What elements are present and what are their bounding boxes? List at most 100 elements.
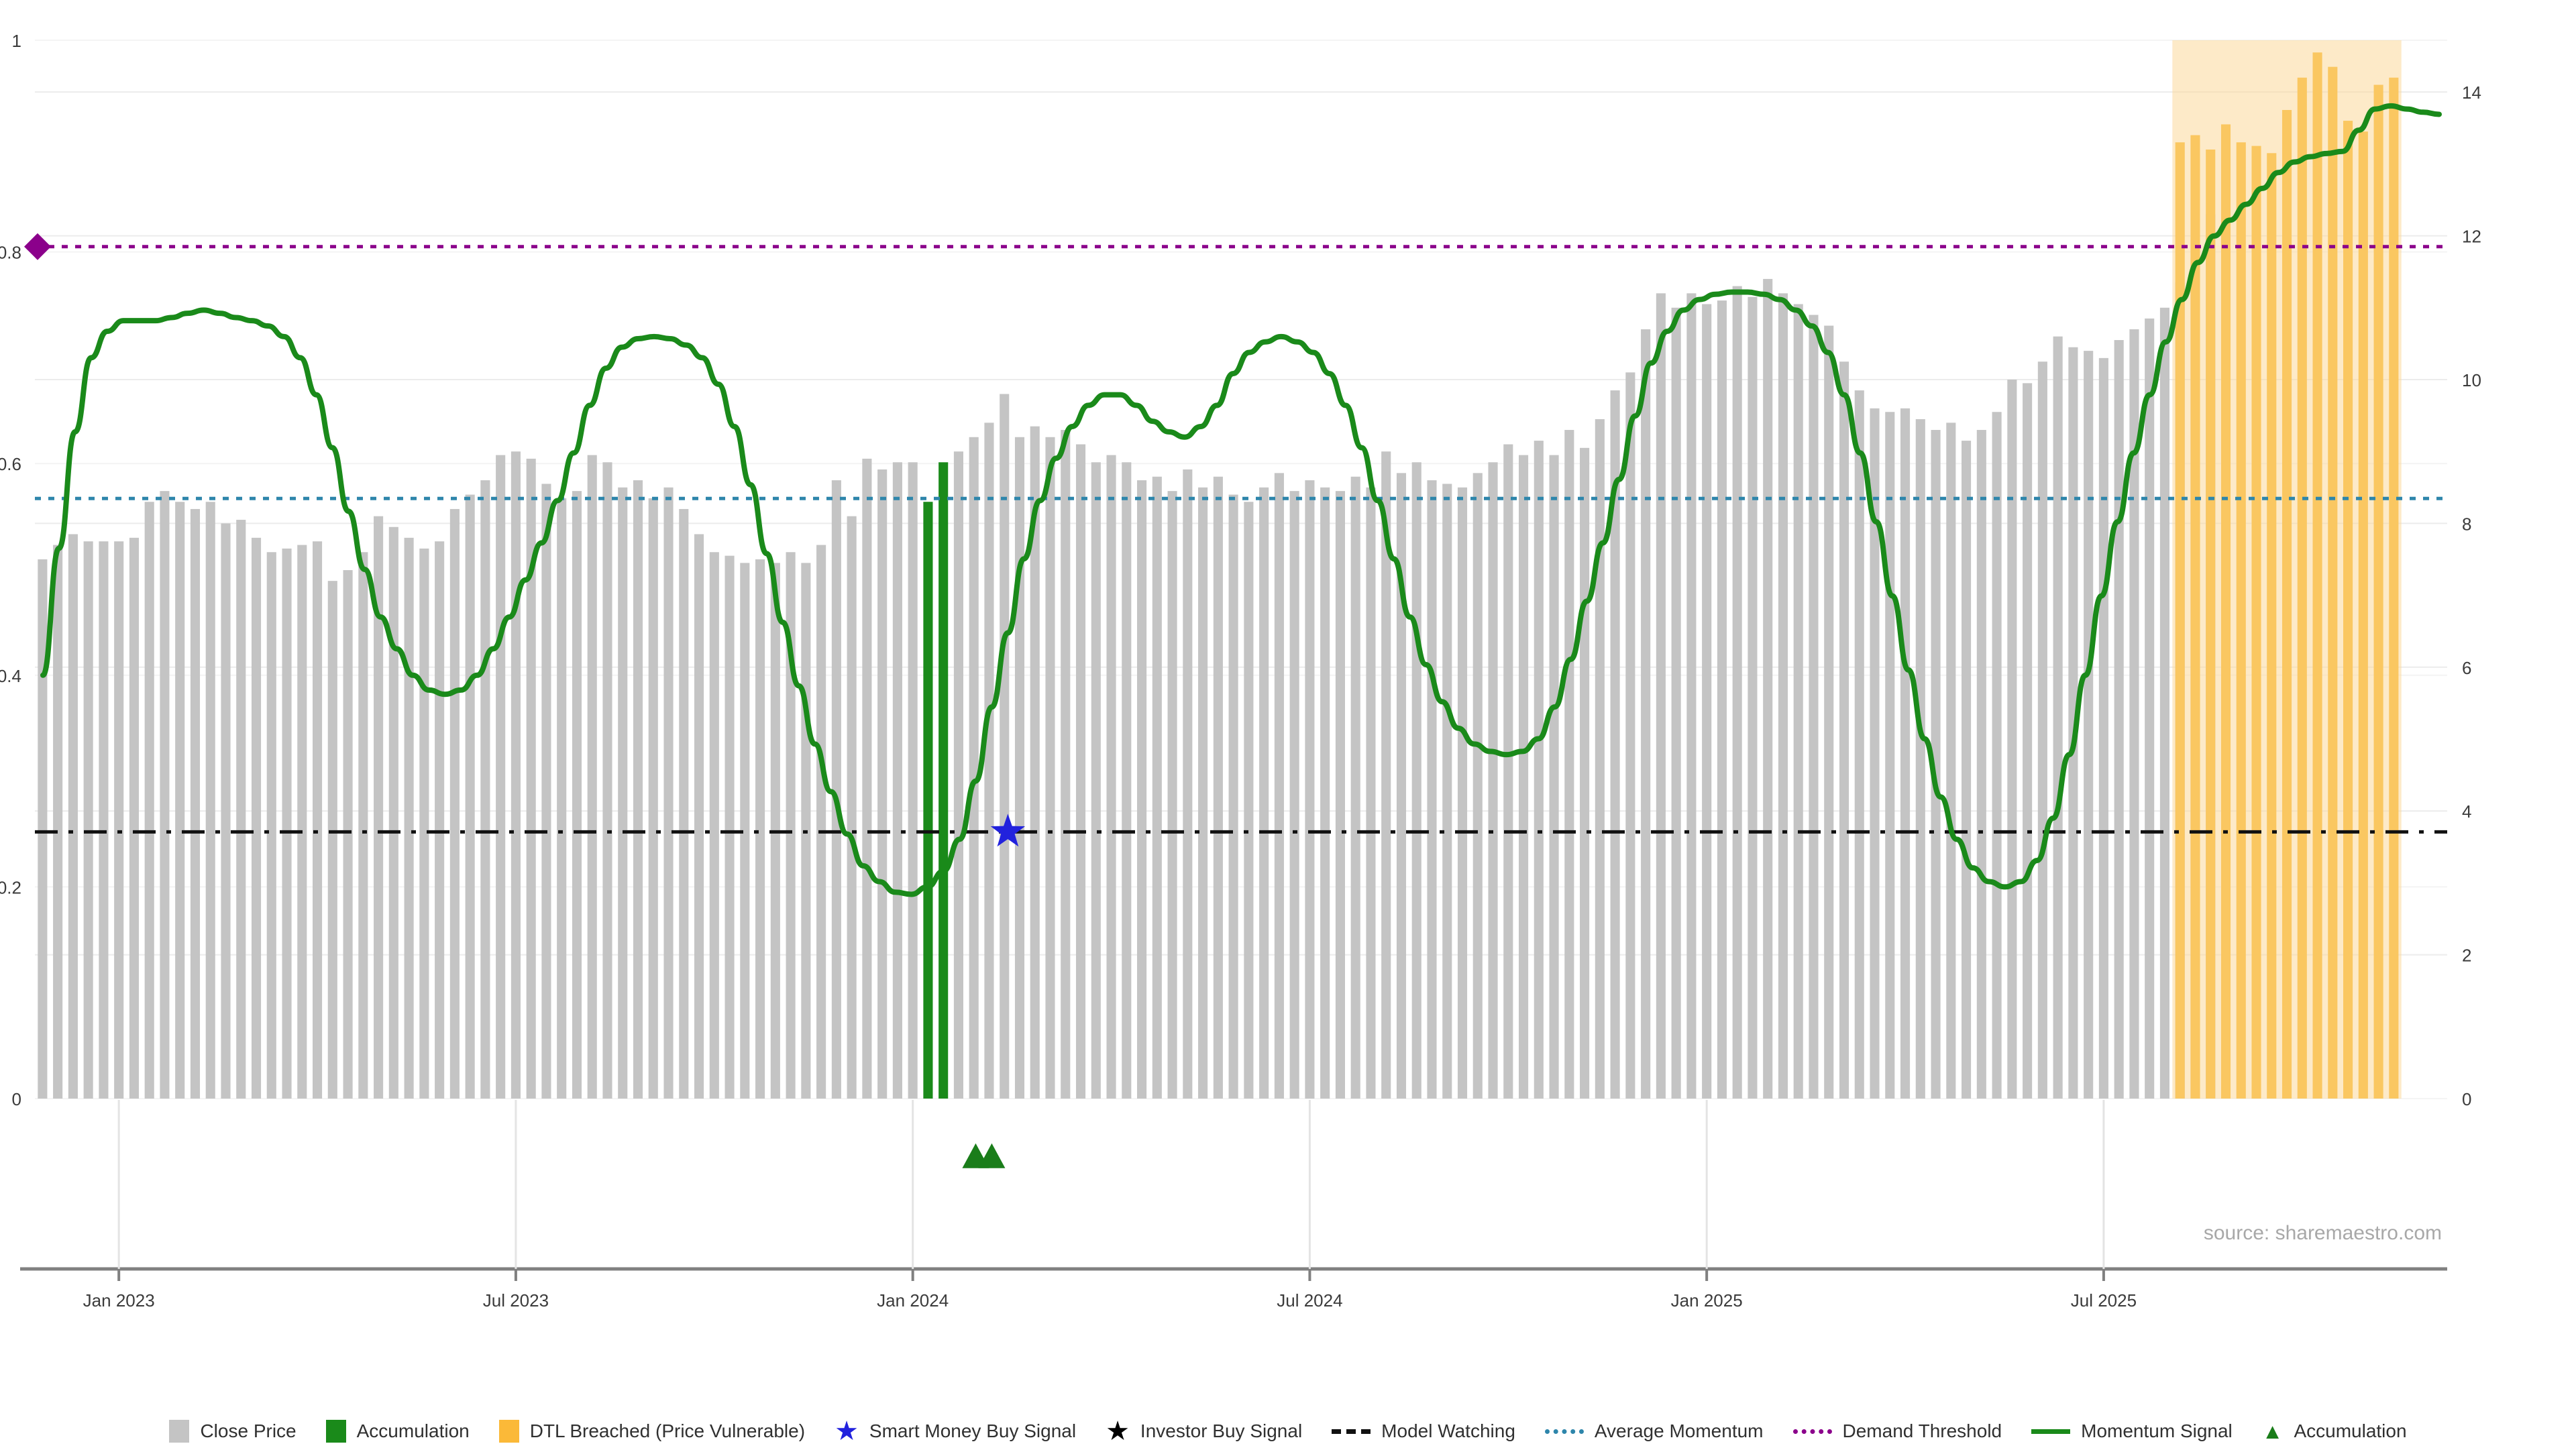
y-axis-right-tick: 10 bbox=[2462, 370, 2481, 390]
x-axis-tick: Jul 2023 bbox=[483, 1290, 549, 1310]
bar-close-price bbox=[175, 502, 185, 1099]
bar-close-price bbox=[908, 462, 918, 1099]
bar-close-price bbox=[877, 469, 888, 1099]
bar-close-price bbox=[282, 548, 292, 1099]
bar-close-price bbox=[541, 484, 551, 1099]
bar-close-price bbox=[358, 552, 368, 1099]
bar-close-price bbox=[663, 487, 674, 1099]
source-attribution: source: sharemaestro.com bbox=[2204, 1222, 2442, 1244]
legend-item-close-price[interactable]: Close Price bbox=[169, 1420, 297, 1443]
y-axis-left-tick: 0.6 bbox=[0, 454, 21, 474]
bar-close-price bbox=[1580, 447, 1590, 1099]
bar-close-price bbox=[572, 491, 582, 1099]
bar-close-price bbox=[449, 508, 460, 1099]
y-axis-left-tick: 0 bbox=[12, 1089, 21, 1109]
bar-close-price bbox=[2007, 379, 2017, 1099]
bar-close-price bbox=[496, 455, 506, 1099]
solid-line-icon bbox=[2031, 1429, 2071, 1434]
bar-close-price bbox=[312, 541, 323, 1099]
bar-close-price bbox=[1732, 286, 1742, 1099]
bar-close-price bbox=[847, 516, 857, 1099]
bar-close-price bbox=[724, 555, 735, 1099]
bar-close-price bbox=[511, 451, 521, 1099]
bar-close-price bbox=[221, 523, 231, 1099]
bar-swatch-icon bbox=[325, 1420, 346, 1443]
bar-close-price bbox=[2114, 340, 2124, 1099]
bar-close-price bbox=[1442, 484, 1452, 1099]
x-axis-tick: Jan 2023 bbox=[83, 1290, 155, 1310]
bar-close-price bbox=[1488, 462, 1498, 1099]
bar-close-price bbox=[1289, 491, 1299, 1099]
bar-dtl-breached bbox=[2190, 135, 2200, 1099]
y-axis-right-tick: 6 bbox=[2462, 658, 2471, 678]
bar-close-price bbox=[327, 581, 337, 1099]
star-icon: ★ bbox=[1106, 1416, 1130, 1446]
x-axis-tick: Jul 2025 bbox=[2071, 1290, 2137, 1310]
bar-close-price bbox=[1809, 315, 1819, 1099]
bar-close-price bbox=[786, 552, 796, 1099]
bar-close-price bbox=[1122, 462, 1132, 1099]
x-axis-tick: Jul 2024 bbox=[1277, 1290, 1342, 1310]
bar-dtl-breached bbox=[2312, 52, 2322, 1099]
bar-close-price bbox=[1366, 487, 1376, 1099]
bar-close-price bbox=[1931, 430, 1941, 1099]
bar-close-price bbox=[1000, 394, 1010, 1099]
bar-close-price bbox=[1198, 487, 1208, 1099]
bar-close-price bbox=[1900, 408, 1911, 1099]
bar-close-price bbox=[1870, 408, 1880, 1099]
bar-close-price bbox=[1106, 455, 1116, 1099]
bar-close-price bbox=[1137, 480, 1147, 1099]
bar-close-price bbox=[618, 487, 628, 1099]
y-axis-right-tick: 14 bbox=[2462, 82, 2481, 103]
bar-swatch-icon bbox=[169, 1420, 190, 1443]
bar-close-price bbox=[2023, 383, 2033, 1099]
dashed-line-icon bbox=[1332, 1429, 1371, 1434]
bar-close-price bbox=[1717, 300, 1727, 1099]
legend-item-average-momentum[interactable]: Average Momentum bbox=[1544, 1420, 1764, 1442]
bar-close-price bbox=[1335, 491, 1345, 1099]
bar-close-price bbox=[2145, 318, 2155, 1099]
bar-close-price bbox=[435, 541, 445, 1099]
legend-item-demand-threshold[interactable]: Demand Threshold bbox=[1792, 1420, 2002, 1442]
bar-close-price bbox=[68, 534, 78, 1099]
legend-item-investor-buy-signal[interactable]: ★ Investor Buy Signal bbox=[1106, 1418, 1302, 1445]
bar-close-price bbox=[984, 423, 994, 1099]
bar-close-price bbox=[236, 520, 246, 1099]
legend-item-accumulation[interactable]: Accumulation bbox=[325, 1420, 470, 1443]
bar-close-price bbox=[129, 537, 139, 1099]
bar-close-price bbox=[1824, 325, 1834, 1099]
bar-close-price bbox=[1457, 487, 1468, 1099]
bar-close-price bbox=[1061, 430, 1071, 1099]
bar-close-price bbox=[526, 458, 536, 1099]
legend-item-label: Demand Threshold bbox=[1842, 1420, 2002, 1441]
bar-dtl-breached bbox=[2297, 77, 2307, 1099]
bar-close-price bbox=[1534, 441, 1544, 1099]
legend-item-accumulation[interactable]: ▲ Accumulation bbox=[2262, 1420, 2407, 1442]
bar-close-price bbox=[1564, 430, 1574, 1099]
bar-close-price bbox=[1885, 412, 1895, 1099]
bar-close-price bbox=[587, 455, 597, 1099]
legend-item-model-watching[interactable]: Model Watching bbox=[1332, 1420, 1515, 1442]
bar-swatch-icon bbox=[498, 1420, 519, 1443]
y-axis-left-tick: 0.2 bbox=[0, 877, 21, 897]
bar-close-price bbox=[419, 548, 429, 1099]
bar-dtl-breached bbox=[2373, 85, 2383, 1099]
legend-item-label: Momentum Signal bbox=[2081, 1420, 2233, 1441]
bar-close-price bbox=[953, 451, 964, 1099]
bar-close-price bbox=[404, 537, 414, 1099]
legend-item-smart-money-buy-signal[interactable]: ★ Smart Money Buy Signal bbox=[835, 1418, 1076, 1445]
legend-item-label: Accumulation bbox=[356, 1420, 470, 1441]
x-axis-tick: Jan 2025 bbox=[1671, 1290, 1743, 1310]
bar-close-price bbox=[1671, 307, 1681, 1099]
bar-close-price bbox=[1411, 462, 1421, 1099]
legend-item-momentum-signal[interactable]: Momentum Signal bbox=[2031, 1420, 2233, 1442]
bar-close-price bbox=[1992, 412, 2002, 1099]
bar-close-price bbox=[694, 534, 704, 1099]
bar-close-price bbox=[1183, 469, 1193, 1099]
legend-item-dtl-breached-price-vulnerable[interactable]: DTL Breached (Price Vulnerable) bbox=[498, 1420, 805, 1443]
bar-close-price bbox=[679, 508, 689, 1099]
triangle-up-icon: ▲ bbox=[2261, 1419, 2284, 1443]
bar-close-price bbox=[1472, 473, 1483, 1099]
bar-close-price bbox=[2068, 347, 2078, 1099]
